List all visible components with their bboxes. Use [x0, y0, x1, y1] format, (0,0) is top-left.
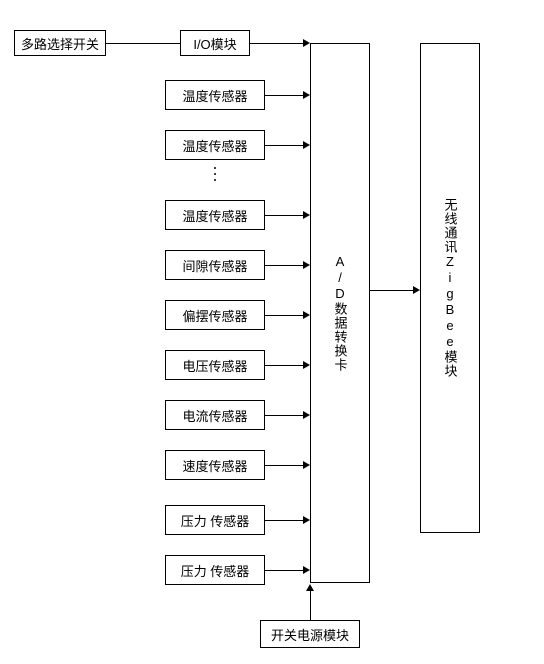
io-label: I/O模块: [193, 34, 236, 53]
edge-sensor-2: [265, 215, 303, 216]
ad-box: A/D数据转换卡: [310, 43, 370, 583]
sensor-label: 温度传感器: [182, 206, 247, 225]
edge-io-ad: [250, 43, 303, 44]
sensor-label: 速度传感器: [182, 456, 247, 475]
sensor-box-3: 间隙传感器: [165, 250, 265, 280]
arrow-ad-zigbee: [413, 286, 420, 294]
io-box: I/O模块: [180, 30, 250, 56]
zigbee-label: 无线通讯ZigBee模块: [441, 198, 460, 378]
arrow-sensor-4: [303, 311, 310, 319]
mux-label: 多路选择开关: [21, 34, 99, 53]
sensor-box-4: 偏摆传感器: [165, 300, 265, 330]
sensor-box-8: 压力 传感器: [165, 505, 265, 535]
sensor-box-7: 速度传感器: [165, 450, 265, 480]
edge-power-ad: [310, 590, 311, 620]
vertical-dots: [214, 167, 216, 181]
edge-sensor-7: [265, 465, 303, 466]
edge-sensor-9: [265, 570, 303, 571]
sensor-box-2: 温度传感器: [165, 200, 265, 230]
sensor-box-9: 压力 传感器: [165, 555, 265, 585]
sensor-label: 偏摆传感器: [182, 306, 247, 325]
arrow-sensor-7: [303, 461, 310, 469]
power-box: 开关电源模块: [260, 620, 360, 648]
arrow-power-ad: [306, 584, 314, 591]
sensor-box-6: 电流传感器: [165, 400, 265, 430]
sensor-label: 间隙传感器: [182, 256, 247, 275]
arrow-sensor-2: [303, 211, 310, 219]
sensor-label: 温度传感器: [182, 136, 247, 155]
sensor-box-5: 电压传感器: [165, 350, 265, 380]
sensor-label: 压力 传感器: [181, 511, 250, 530]
sensor-label: 压力 传感器: [181, 561, 250, 580]
arrow-sensor-9: [303, 566, 310, 574]
arrow-sensor-3: [303, 261, 310, 269]
arrow-io-ad: [303, 39, 310, 47]
arrow-sensor-1: [303, 141, 310, 149]
power-label: 开关电源模块: [271, 625, 349, 644]
edge-sensor-4: [265, 315, 303, 316]
edge-ad-zigbee: [370, 290, 413, 291]
mux-box: 多路选择开关: [14, 30, 106, 56]
arrow-sensor-6: [303, 411, 310, 419]
sensor-box-0: 温度传感器: [165, 80, 265, 110]
edge-mux-io: [106, 43, 180, 44]
arrow-sensor-0: [303, 91, 310, 99]
edge-sensor-0: [265, 95, 303, 96]
arrow-sensor-8: [303, 516, 310, 524]
sensor-label: 电流传感器: [182, 406, 247, 425]
arrow-sensor-5: [303, 361, 310, 369]
edge-sensor-5: [265, 365, 303, 366]
edge-sensor-8: [265, 520, 303, 521]
zigbee-box: 无线通讯ZigBee模块: [420, 43, 480, 533]
sensor-label: 温度传感器: [182, 86, 247, 105]
edge-sensor-1: [265, 145, 303, 146]
ad-label: A/D数据转换卡: [331, 254, 350, 372]
sensor-box-1: 温度传感器: [165, 130, 265, 160]
edge-sensor-6: [265, 415, 303, 416]
edge-sensor-3: [265, 265, 303, 266]
sensor-label: 电压传感器: [182, 356, 247, 375]
